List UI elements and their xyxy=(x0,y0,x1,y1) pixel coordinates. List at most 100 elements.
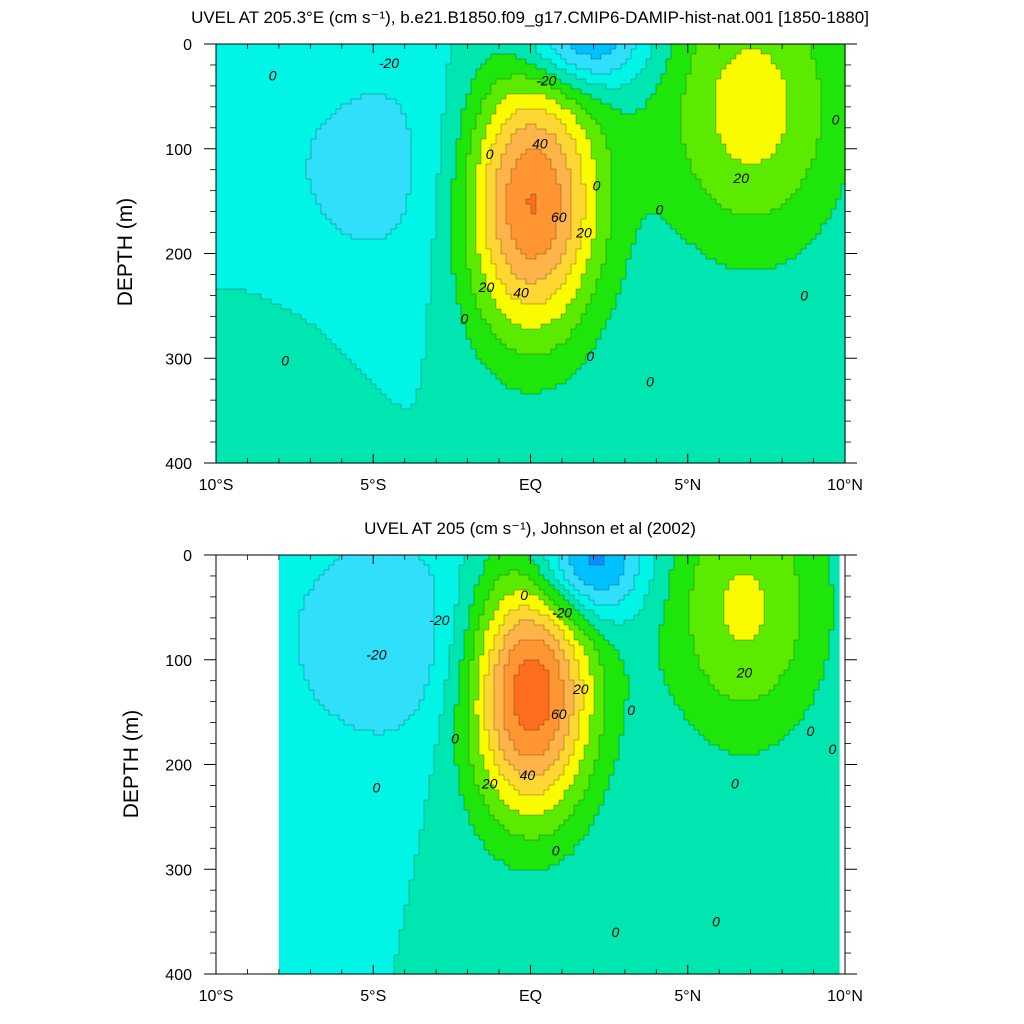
contour-cell xyxy=(474,655,480,661)
contour-cell xyxy=(464,560,485,566)
contour-cell xyxy=(216,339,332,345)
contour-cell xyxy=(279,785,430,791)
contour-cell xyxy=(459,765,475,771)
contour-cell xyxy=(459,775,475,781)
contour-cell xyxy=(411,189,437,195)
contour-cell xyxy=(706,254,797,260)
contour-cell xyxy=(834,620,840,626)
contour-cell xyxy=(414,865,510,871)
contour-cell xyxy=(279,715,340,721)
contour-cell xyxy=(794,560,830,566)
contour-cell xyxy=(484,760,495,766)
contour-cell xyxy=(501,124,527,130)
contour-cell xyxy=(784,735,840,741)
contour-cell xyxy=(694,585,730,591)
contour-cell xyxy=(831,214,846,220)
contour-cell xyxy=(559,660,570,666)
contour-cell xyxy=(451,194,467,200)
contour-cell xyxy=(559,565,575,571)
contour-cell xyxy=(299,610,435,616)
contour-label: 40 xyxy=(532,136,548,152)
contour-cell xyxy=(416,389,522,395)
contour-cell xyxy=(449,655,465,661)
contour-cell xyxy=(686,239,812,245)
contour-cell xyxy=(336,224,397,230)
contour-cell xyxy=(606,254,632,260)
contour-cell xyxy=(471,284,487,290)
contour-label: 0 xyxy=(731,775,739,791)
contour-label: 0 xyxy=(372,780,380,796)
contour-cell xyxy=(491,54,517,60)
contour-cell xyxy=(669,595,690,601)
contour-cell xyxy=(566,304,587,310)
contour-cell xyxy=(644,595,670,601)
contour-cell xyxy=(279,740,440,746)
contour-cell xyxy=(406,209,437,215)
contour-cell xyxy=(496,194,507,200)
contour-cell xyxy=(464,795,485,801)
contour-cell xyxy=(589,775,610,781)
contour-cell xyxy=(504,750,520,756)
contour-cell xyxy=(636,74,662,80)
contour-cell xyxy=(216,304,282,310)
contour-cell xyxy=(651,94,682,100)
contour-cell xyxy=(564,610,580,616)
contour-cell xyxy=(529,605,550,611)
contour-cell xyxy=(494,855,565,861)
contour-cell xyxy=(564,690,575,696)
contour-cell xyxy=(604,795,840,801)
contour-cell xyxy=(591,69,612,75)
contour-cell xyxy=(779,740,840,746)
contour-cell xyxy=(471,289,492,295)
contour-cell xyxy=(216,419,846,425)
contour-cell xyxy=(551,159,567,165)
contour-cell xyxy=(721,134,782,140)
contour-cell xyxy=(279,595,305,601)
contour-cell xyxy=(484,695,495,701)
contour-cell xyxy=(564,795,585,801)
contour-cell xyxy=(586,129,602,135)
contour-cell xyxy=(646,214,662,220)
contour-cell xyxy=(446,104,467,110)
contour-cell xyxy=(469,745,480,751)
contour-cell xyxy=(536,49,557,55)
contour-cell xyxy=(571,234,582,240)
contour-cell xyxy=(509,650,555,656)
contour-cell xyxy=(666,64,692,70)
contour-cell xyxy=(471,144,482,150)
contour-cell xyxy=(511,319,552,325)
contour-cell xyxy=(314,580,435,586)
contour-cell xyxy=(561,314,582,320)
contour-cell xyxy=(509,630,550,636)
contour-cell xyxy=(499,740,515,746)
contour-cell xyxy=(549,565,560,571)
contour-cell xyxy=(651,44,672,50)
contour-label: -20 xyxy=(366,647,386,663)
contour-cell xyxy=(584,745,600,751)
contour-cell xyxy=(311,149,412,155)
contour-cell xyxy=(816,144,846,150)
contour-cell xyxy=(594,585,610,591)
contour-cell xyxy=(576,139,592,145)
contour-cell xyxy=(619,580,635,586)
contour-cell xyxy=(216,329,322,335)
contour-cell xyxy=(429,565,460,571)
contour-cell xyxy=(586,304,617,310)
contour-cell xyxy=(571,214,587,220)
contour-cell xyxy=(544,625,560,631)
contour-cell xyxy=(716,199,787,205)
contour-cell xyxy=(564,585,575,591)
contour-cell xyxy=(481,104,497,110)
contour-cell xyxy=(419,850,490,856)
contour-cell xyxy=(569,715,580,721)
contour-cell xyxy=(561,209,572,215)
contour-cell xyxy=(569,640,580,646)
contour-cell xyxy=(466,179,477,185)
contour-cell xyxy=(474,770,490,776)
contour-cell xyxy=(409,900,840,906)
contour-cell xyxy=(674,555,700,561)
contour-cell xyxy=(279,910,405,916)
contour-cell xyxy=(461,119,477,125)
contour-cell xyxy=(216,399,392,405)
contour-cell xyxy=(406,119,442,125)
